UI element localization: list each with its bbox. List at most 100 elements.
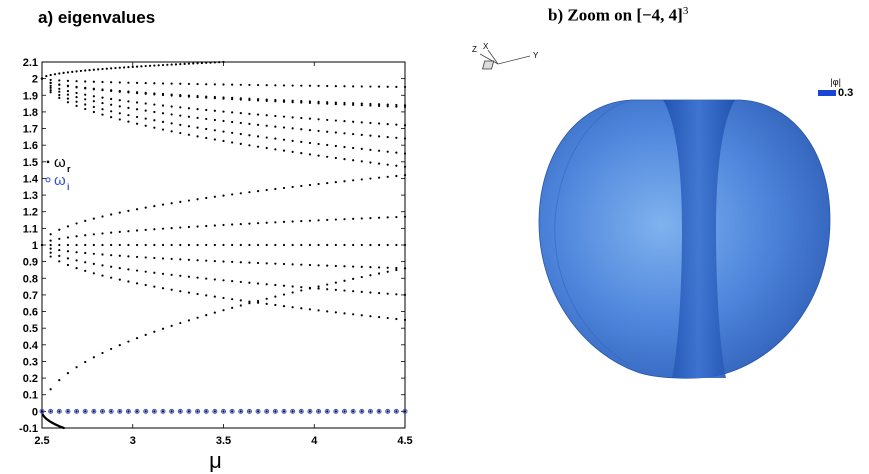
data-point-omega-r — [326, 264, 329, 267]
data-point-omega-r — [135, 108, 139, 111]
data-point-omega-i — [333, 408, 339, 414]
data-point-omega-r — [334, 85, 337, 88]
data-point-omega-r — [101, 89, 104, 92]
data-point-omega-r — [352, 85, 355, 88]
eigenvalue-chart: -0.1 0 0.1 0.2 0.3 0.4 0.5 0.6 0.7 0.8 0.9 1 1.1 1.2 1… — [19, 57, 413, 473]
data-point-omega-r — [84, 69, 87, 72]
data-point-omega-r — [75, 100, 78, 103]
data-point-omega-r — [352, 132, 355, 136]
data-point-omega-r — [239, 192, 242, 195]
data-point-omega-r — [118, 344, 121, 347]
data-point-omega-r — [66, 89, 70, 93]
data-point-omega-r — [92, 252, 95, 255]
data-point-omega-r — [403, 165, 407, 168]
data-point-omega-r — [66, 410, 70, 413]
data-point-omega-r — [291, 139, 294, 142]
panel-b-title-interval: [−4, 4] — [636, 5, 683, 25]
data-point-omega-r — [118, 66, 121, 69]
data-point-omega-r — [179, 82, 182, 85]
data-point-omega-r — [300, 289, 303, 292]
data-point-omega-r — [291, 410, 294, 413]
isosurface-legend: |φ| 0.3 — [818, 77, 853, 99]
y-tick-label: 0.8 — [23, 273, 38, 285]
data-point-omega-i — [177, 408, 183, 414]
data-point-omega-r — [170, 202, 173, 205]
data-point-omega-r — [49, 243, 52, 247]
data-point-omega-r — [403, 267, 407, 270]
data-point-omega-r — [248, 122, 251, 126]
data-point-omega-i — [367, 408, 373, 414]
data-point-omega-r — [84, 87, 87, 90]
data-point-omega-r — [144, 243, 147, 247]
data-point-omega-r — [248, 144, 251, 147]
data-point-omega-r — [248, 134, 251, 137]
data-point-omega-r — [369, 177, 372, 180]
data-point-omega-i — [246, 408, 252, 414]
data-point-omega-i — [264, 408, 270, 414]
data-point-omega-r — [395, 151, 398, 154]
data-point-omega-r — [248, 302, 251, 305]
y-tick-label: 0.6 — [23, 307, 38, 319]
data-point-omega-r — [118, 267, 121, 270]
data-point-omega-r — [135, 255, 139, 259]
data-point-omega-r — [317, 285, 320, 288]
data-point-omega-r — [222, 110, 225, 113]
data-point-omega-r — [58, 228, 61, 231]
data-point-omega-r — [179, 410, 182, 413]
data-point-omega-r — [75, 104, 78, 107]
data-point-omega-r — [161, 120, 165, 123]
data-point-omega-r — [256, 113, 260, 116]
data-point-omega-r — [118, 118, 121, 121]
data-point-omega-r — [40, 243, 44, 247]
data-point-omega-r — [282, 84, 286, 87]
data-point-omega-r — [231, 131, 234, 134]
data-point-omega-r — [196, 135, 199, 138]
data-point-omega-r — [84, 219, 87, 222]
data-point-omega-r — [369, 121, 372, 125]
data-point-omega-r — [62, 426, 65, 430]
data-point-omega-r — [317, 309, 320, 312]
data-point-omega-r — [79, 69, 82, 73]
data-point-omega-r — [58, 237, 61, 240]
data-point-omega-r — [300, 128, 303, 131]
data-point-omega-r — [248, 191, 251, 194]
panel-b-title-prefix: b) Zoom on — [548, 5, 637, 25]
data-point-omega-r — [352, 159, 355, 162]
data-point-omega-r — [308, 84, 312, 87]
y-tick-label: 1.5 — [23, 157, 38, 169]
data-point-omega-r — [377, 122, 381, 125]
data-point-omega-r — [49, 247, 52, 250]
data-point-omega-r — [377, 266, 381, 269]
data-point-omega-i — [186, 408, 192, 414]
data-point-omega-r — [196, 410, 199, 413]
data-point-omega-r — [334, 119, 337, 122]
data-point-omega-r — [205, 136, 208, 140]
data-point-omega-r — [377, 162, 381, 165]
data-point-omega-r — [101, 264, 104, 267]
data-point-omega-r — [88, 69, 91, 72]
data-point-omega-r — [92, 68, 95, 71]
data-point-omega-r — [403, 318, 407, 321]
data-point-omega-r — [213, 278, 216, 281]
data-point-omega-r — [282, 243, 286, 247]
data-point-omega-r — [153, 285, 156, 288]
data-point-omega-r — [248, 83, 251, 87]
data-point-omega-r — [213, 243, 216, 247]
data-point-omega-r — [53, 73, 57, 76]
data-point-omega-r — [248, 98, 251, 102]
data-point-omega-r — [317, 142, 320, 146]
data-point-omega-r — [127, 243, 130, 247]
data-point-omega-r — [131, 65, 134, 68]
data-point-omega-r — [84, 261, 87, 264]
data-point-omega-r — [179, 321, 182, 325]
data-point-omega-r — [75, 70, 78, 73]
data-point-omega-r — [161, 203, 165, 206]
data-point-omega-r — [326, 155, 329, 158]
data-point-omega-r — [360, 410, 363, 413]
data-point-omega-r — [153, 410, 156, 413]
data-point-omega-r — [84, 269, 87, 272]
data-point-omega-r — [248, 261, 251, 264]
data-point-omega-r — [144, 81, 147, 85]
triad-label-z: Z — [472, 45, 477, 54]
data-point-omega-r — [334, 264, 337, 268]
